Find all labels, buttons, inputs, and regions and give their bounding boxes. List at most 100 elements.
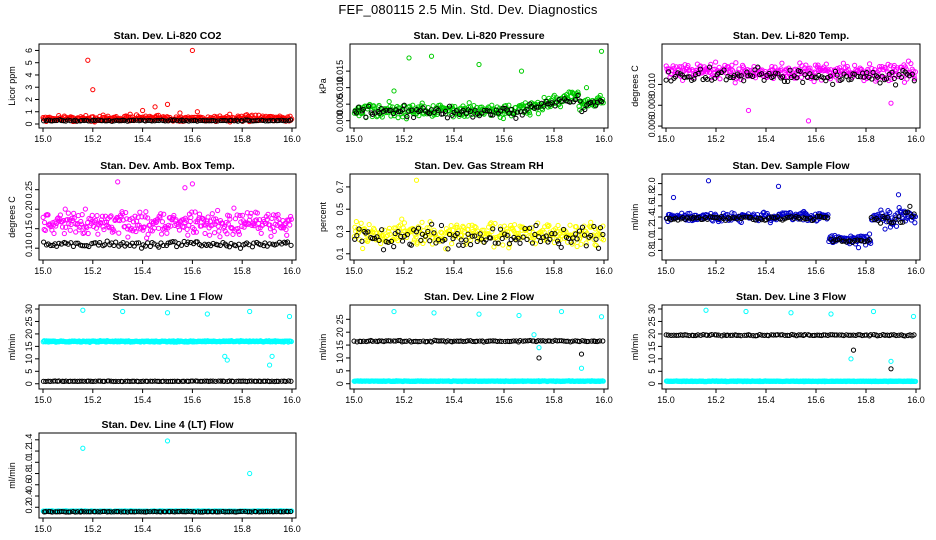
data-point [779, 332, 785, 338]
data-point [515, 235, 521, 241]
data-point [836, 236, 842, 242]
data-point [397, 222, 404, 228]
data-point [870, 69, 876, 76]
data-point [752, 67, 758, 73]
panel-2: Stan. Dev. Li-820 Temp.15.0 15.2 15.4 15.6 1… [630, 30, 925, 144]
data-point [693, 215, 700, 221]
data-point [757, 332, 763, 338]
x-tick-label: 15.6 [495, 134, 513, 144]
data-point [381, 338, 387, 345]
data-point [911, 78, 917, 84]
y-tick-label: 1.2 [647, 222, 657, 235]
outlier-point [90, 87, 96, 93]
y-tick-label: 0.20 [24, 200, 34, 218]
data-point [888, 332, 894, 338]
data-point [176, 378, 182, 385]
data-point [234, 212, 240, 218]
data-point [239, 223, 245, 229]
data-point [876, 64, 883, 70]
data-point [522, 338, 528, 344]
y-tick-label: 0.4 [24, 490, 34, 503]
data-point [693, 332, 699, 339]
data-point [106, 117, 112, 124]
data-point [793, 213, 799, 220]
data-point [825, 74, 831, 81]
data-point [231, 118, 237, 124]
x-tick-label: 15.8 [545, 266, 563, 276]
data-point [178, 242, 185, 248]
data-point [395, 115, 401, 121]
data-point [594, 338, 600, 345]
y-tick-label: 10 [647, 354, 657, 364]
data-point [439, 230, 445, 236]
data-point [884, 214, 890, 221]
data-point [385, 338, 392, 344]
outlier-point [413, 177, 420, 183]
data-point [668, 78, 674, 84]
data-point [210, 240, 216, 247]
series-all [663, 307, 919, 385]
data-point [827, 73, 833, 79]
data-point [562, 228, 568, 234]
data-point [515, 230, 521, 237]
data-point [809, 74, 815, 80]
data-point [171, 212, 177, 219]
outlier-point [850, 347, 857, 353]
data-point [866, 61, 873, 67]
x-tick-label: 15.6 [807, 134, 825, 144]
x-tick-label: 15.8 [233, 266, 251, 276]
data-point [868, 332, 874, 338]
y-tick-label: 1.4 [647, 211, 657, 224]
data-point [156, 244, 162, 250]
data-point [137, 209, 143, 215]
data-point [209, 211, 215, 217]
data-point [500, 115, 506, 122]
data-point [510, 111, 517, 117]
y-tick-label: 0.8 [24, 467, 34, 480]
data-point [769, 63, 775, 70]
data-point [122, 117, 128, 124]
data-point [804, 216, 810, 222]
data-point [76, 227, 82, 233]
data-point [95, 509, 101, 515]
data-point [446, 103, 453, 109]
data-point [215, 242, 221, 248]
data-point [520, 338, 526, 344]
data-point [174, 118, 180, 124]
data-point [766, 215, 772, 221]
series-all [351, 48, 606, 122]
outlier-point [85, 57, 91, 63]
data-point [535, 338, 541, 344]
data-point [763, 217, 769, 223]
x-tick-label: 15.8 [545, 134, 563, 144]
data-point [356, 226, 362, 232]
x-tick-label: 15.0 [345, 134, 363, 144]
x-tick-label: 15.0 [34, 395, 52, 405]
data-point [834, 72, 840, 78]
y-tick-label: 0.8 [647, 244, 657, 257]
data-point [227, 216, 233, 222]
data-point [802, 72, 808, 78]
data-point [63, 240, 69, 246]
data-point [492, 240, 498, 246]
data-point [466, 223, 472, 229]
y-tick-label: 1.0 [647, 233, 657, 246]
outlier-point [703, 307, 709, 313]
data-point [79, 212, 85, 218]
data-point [883, 76, 890, 82]
data-point [145, 231, 151, 237]
y-axis-label: degrees C [630, 65, 640, 107]
data-point [351, 233, 357, 240]
data-point [99, 213, 106, 219]
data-point [142, 214, 148, 220]
data-point [785, 78, 791, 84]
data-point [802, 332, 808, 338]
data-point [388, 107, 394, 114]
data-point [190, 378, 196, 384]
outlier-point [247, 308, 253, 315]
data-point [217, 234, 223, 240]
data-point [600, 231, 606, 238]
data-point [443, 246, 449, 252]
data-point [527, 225, 533, 231]
